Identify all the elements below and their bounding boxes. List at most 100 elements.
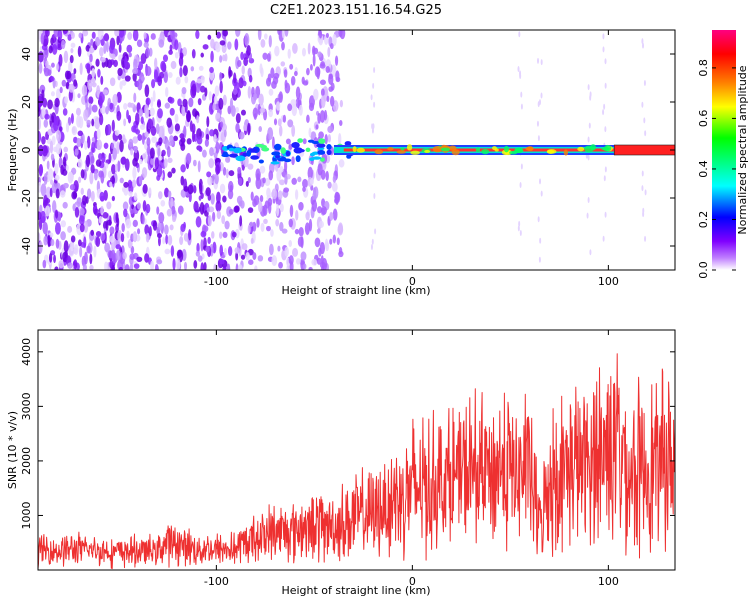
noise-cell (54, 174, 60, 181)
noise-cell (253, 195, 260, 206)
noise-cell (45, 60, 49, 69)
noise-cell (273, 118, 278, 126)
noise-cell (152, 90, 156, 102)
snr-line (38, 353, 675, 570)
noise-cell (51, 44, 58, 55)
snr-axes: -100 0 100 1000 2000 3000 4000 (20, 329, 676, 588)
noise-cell (317, 112, 321, 124)
noise-cell (141, 213, 145, 225)
noise-cell (281, 30, 286, 39)
noise-cell (96, 139, 103, 150)
noise-cell (283, 187, 290, 193)
noise-cell (219, 258, 225, 265)
noise-cell (264, 33, 268, 40)
noise-cell (115, 212, 119, 224)
trace-blob (250, 155, 259, 160)
noise-cell (235, 113, 241, 124)
noise-cell (64, 70, 70, 80)
noise-cell (190, 66, 195, 72)
noise-cell (234, 205, 240, 213)
noise-cell (284, 246, 289, 257)
noise-cell (162, 54, 169, 63)
noise-cell (643, 117, 646, 124)
noise-cell (371, 238, 374, 245)
noise-cell (335, 76, 341, 83)
noise-cell (235, 30, 241, 37)
noise-cell (188, 229, 192, 241)
noise-cell (195, 30, 200, 40)
trace-blob (307, 139, 315, 143)
noise-cell (213, 95, 218, 105)
noise-cell (275, 218, 280, 227)
noise-cell (109, 181, 113, 188)
colorbar-tick-label: 0.6 (697, 110, 710, 128)
noise-cell (94, 208, 99, 216)
noise-cell (589, 249, 592, 256)
noise-cell (329, 238, 333, 245)
noise-cell (300, 251, 307, 261)
noise-cell (282, 114, 287, 123)
noise-cell (133, 58, 138, 71)
noise-cell (291, 177, 297, 185)
noise-cell (99, 113, 104, 126)
noise-cell (162, 237, 166, 245)
trace-blob (316, 143, 326, 148)
noise-cell (38, 232, 41, 244)
noise-cell (145, 203, 151, 214)
noise-cell (297, 176, 302, 183)
noise-cell (215, 42, 221, 53)
noise-cell (289, 204, 294, 218)
noise-cell (163, 71, 169, 84)
noise-cell (224, 220, 230, 230)
noise-cell (55, 238, 60, 249)
trace-blob (352, 146, 357, 153)
noise-cell (150, 33, 156, 40)
noise-cell (604, 166, 607, 173)
noise-cell (129, 263, 134, 270)
noise-cell (232, 88, 238, 95)
noise-cell (319, 63, 326, 69)
noise-cell (294, 189, 299, 200)
noise-cell (281, 228, 288, 234)
noise-cell (197, 98, 202, 106)
noise-cell (38, 241, 43, 254)
noise-cell (252, 107, 258, 119)
noise-cell (141, 167, 148, 179)
noise-cell (298, 104, 303, 116)
noise-cell (70, 235, 76, 243)
noise-cell (283, 69, 288, 78)
noise-cell (279, 203, 284, 213)
noise-cell (158, 191, 163, 200)
noise-cell (268, 35, 272, 48)
noise-cell (262, 52, 268, 60)
noise-cell (148, 47, 153, 57)
trace-blob (320, 157, 325, 162)
trace-blob (305, 147, 311, 153)
noise-cell (329, 43, 334, 50)
noise-cell (87, 79, 93, 91)
noise-cell (73, 79, 78, 87)
noise-cell (56, 130, 62, 142)
noise-cell (156, 259, 163, 265)
noise-cell (219, 183, 226, 194)
noise-cell (260, 222, 265, 232)
noise-cell (292, 42, 298, 54)
noise-cell (165, 234, 169, 245)
noise-cell (95, 36, 101, 47)
noise-cell (121, 186, 126, 193)
trace-blob (318, 138, 326, 144)
noise-cell (85, 196, 89, 204)
noise-cell (266, 187, 271, 198)
noise-cell (644, 130, 647, 137)
noise-cell (215, 164, 220, 175)
noise-cell (294, 228, 300, 235)
noise-cell (88, 47, 95, 54)
noise-cell (74, 148, 79, 156)
noise-cell (238, 77, 244, 89)
noise-cell (200, 230, 207, 238)
noise-cell (54, 209, 59, 219)
noise-cell (62, 108, 68, 116)
noise-cell (321, 206, 327, 215)
noise-cell (68, 83, 75, 93)
trace-blob (584, 145, 594, 153)
